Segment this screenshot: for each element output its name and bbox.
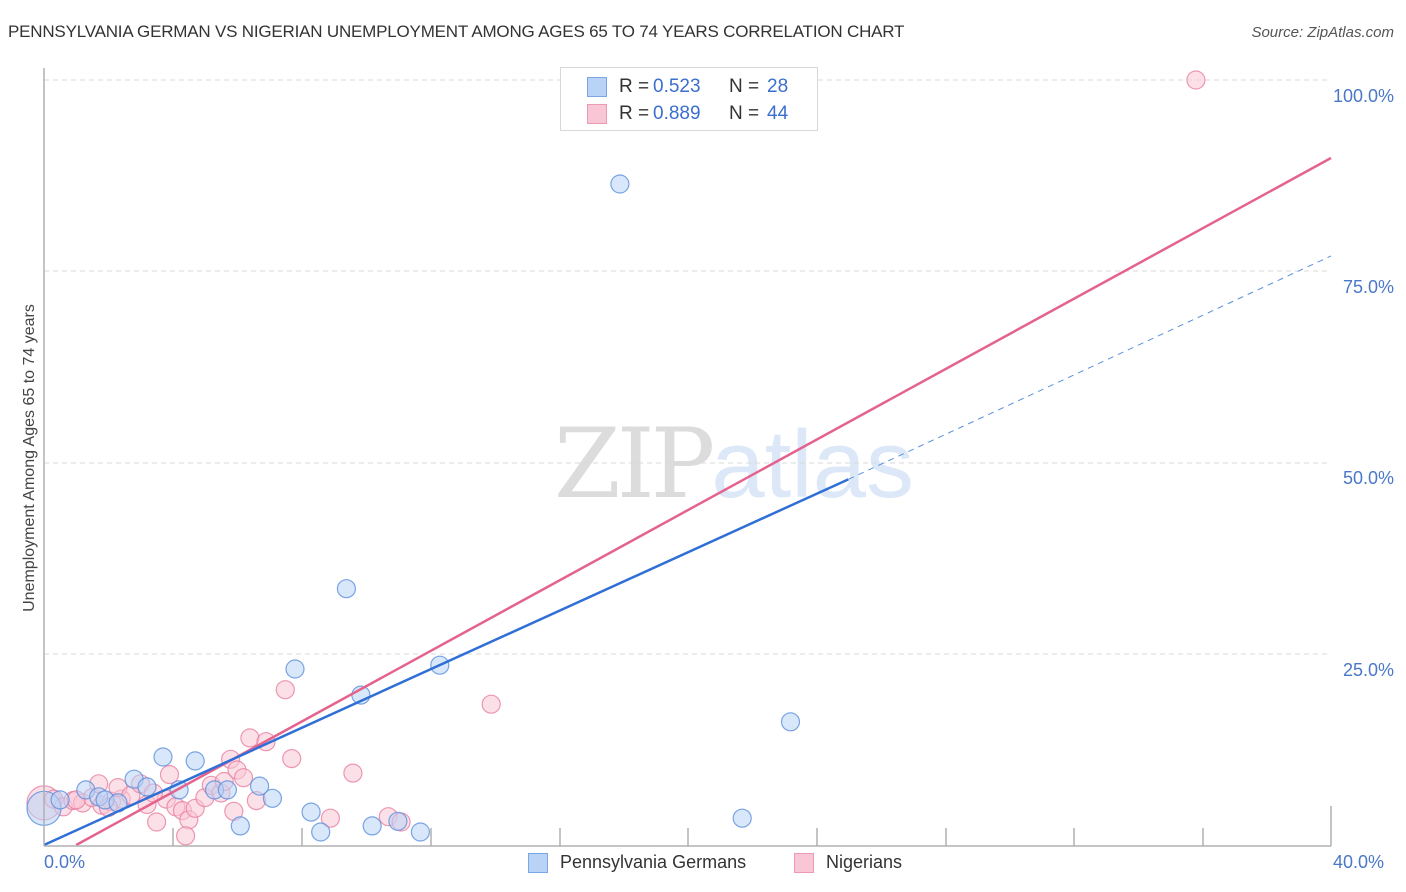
data-point bbox=[410, 822, 430, 842]
legend-label: Nigerians bbox=[826, 852, 903, 872]
data-point bbox=[285, 659, 305, 679]
gridlines bbox=[44, 79, 1331, 655]
data-point bbox=[610, 174, 630, 194]
y-tick-75: 75.0% bbox=[1342, 277, 1394, 297]
data-point bbox=[159, 764, 180, 785]
blue-swatch-icon bbox=[587, 77, 607, 97]
data-point bbox=[153, 747, 173, 767]
data-point bbox=[217, 780, 237, 800]
data-point bbox=[311, 822, 331, 842]
data-point bbox=[301, 802, 321, 822]
pennsylvania-germans-trendline bbox=[43, 478, 849, 847]
pink-swatch-icon bbox=[794, 853, 814, 873]
y-tick-100: 100.0% bbox=[1332, 86, 1394, 106]
source-label: Source: ZipAtlas.com bbox=[1251, 24, 1394, 41]
data-point bbox=[336, 579, 356, 599]
trendlines bbox=[43, 156, 1332, 847]
data-point bbox=[282, 748, 302, 769]
data-point bbox=[240, 728, 260, 748]
data-point bbox=[50, 790, 70, 810]
data-point bbox=[262, 788, 282, 808]
pink-swatch-icon bbox=[587, 104, 607, 124]
data-point bbox=[275, 680, 295, 700]
axes bbox=[43, 68, 1332, 847]
data-point bbox=[250, 776, 270, 796]
nigerians-trendline bbox=[75, 156, 1332, 847]
r-value: 0.523 bbox=[653, 76, 701, 97]
data-point bbox=[732, 808, 752, 828]
n-label: N = bbox=[729, 76, 760, 97]
data-point bbox=[320, 808, 340, 828]
r-value: 0.889 bbox=[653, 103, 701, 124]
data-point bbox=[185, 751, 205, 771]
legend-label: Pennsylvania Germans bbox=[560, 852, 747, 872]
data-point bbox=[176, 826, 196, 846]
data-point bbox=[388, 811, 408, 831]
n-label: N = bbox=[729, 103, 760, 124]
r-label: R = bbox=[619, 76, 650, 97]
x-tick-0: 0.0% bbox=[44, 852, 86, 872]
r-label: R = bbox=[619, 103, 650, 124]
y-tick-25: 25.0% bbox=[1342, 660, 1394, 680]
data-point bbox=[230, 816, 250, 836]
chart-title: PENNSYLVANIA GERMAN VS NIGERIAN UNEMPLOY… bbox=[8, 22, 905, 41]
pennsylvania-germans-trendline-extrapolated bbox=[848, 255, 1332, 480]
data-point bbox=[233, 768, 254, 788]
x-tick-40: 40.0% bbox=[1333, 852, 1385, 872]
data-point bbox=[147, 812, 167, 832]
y-tick-50: 50.0% bbox=[1342, 468, 1394, 488]
pennsylvania-germans-points bbox=[26, 174, 801, 842]
n-value: 44 bbox=[767, 103, 789, 124]
data-point bbox=[137, 777, 157, 797]
data-point bbox=[481, 694, 501, 714]
blue-swatch-icon bbox=[528, 853, 548, 873]
n-value: 28 bbox=[767, 76, 789, 97]
data-point bbox=[362, 816, 382, 836]
data-point bbox=[780, 712, 801, 732]
correlation-legend: R = 0.523 N = 28 R = 0.889 N = 44 bbox=[560, 67, 818, 131]
data-point bbox=[1186, 70, 1206, 90]
data-point bbox=[343, 763, 363, 783]
